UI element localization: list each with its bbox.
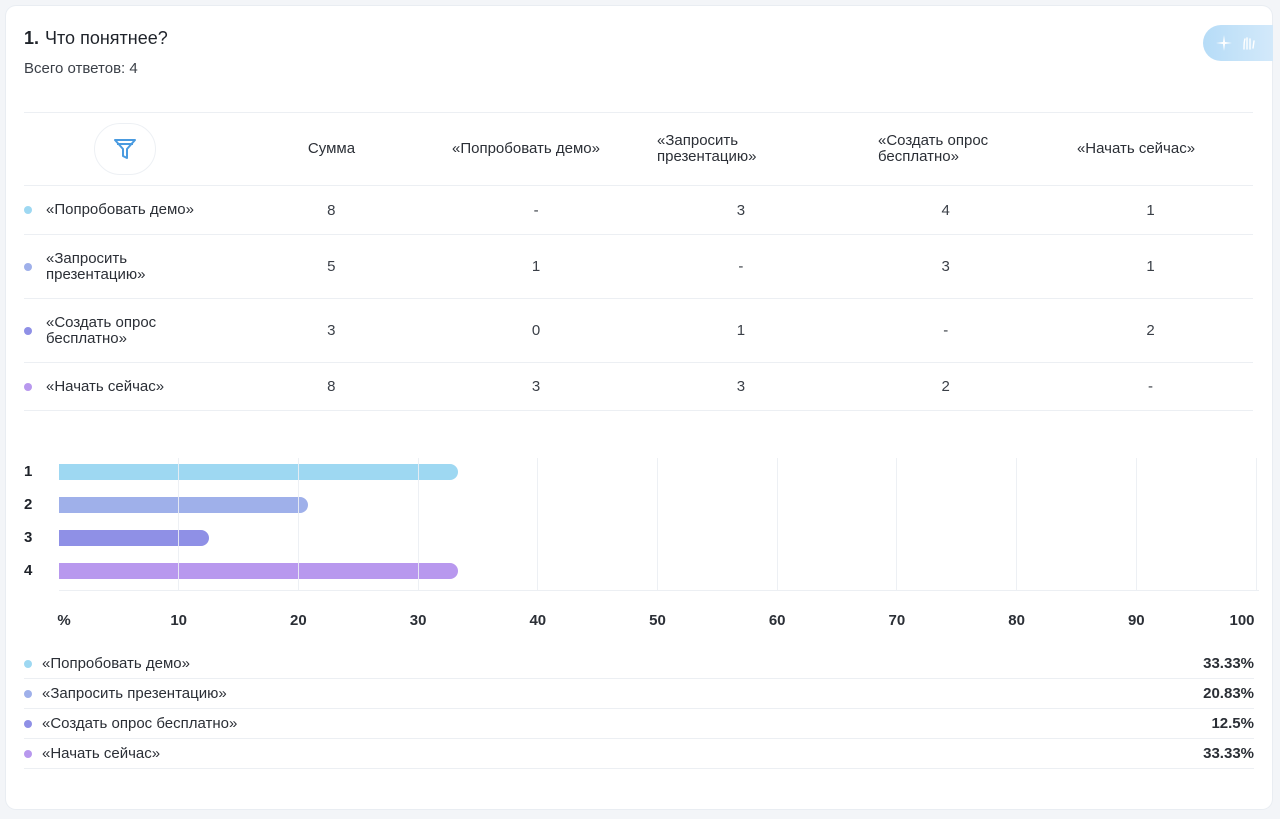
legend-percent: 33.33% — [1203, 745, 1254, 762]
chart-gridline — [776, 458, 778, 590]
matrix-row: «Начать сейчас» 8 3 3 2 - — [24, 362, 1253, 411]
cell-value: 4 — [941, 201, 950, 219]
question-text: Что понятнее? — [45, 28, 168, 48]
cell-value: 1 — [736, 322, 746, 339]
chart-tick-label: 100 — [1229, 612, 1255, 629]
chart-bar[interactable] — [59, 563, 458, 579]
cell-sum: 8 — [327, 378, 336, 395]
chart-tick-label: 50 — [649, 612, 666, 629]
option-dot — [24, 262, 32, 271]
ai-analysis-button[interactable] — [1203, 25, 1273, 61]
chart-tick-label: 10 — [170, 612, 188, 629]
chart-tick-label: 40 — [529, 612, 547, 629]
sparkle-icon — [1216, 35, 1232, 51]
chart-gridline — [896, 458, 898, 590]
option-dot — [24, 206, 32, 214]
legend-dot — [24, 659, 32, 668]
chart-bar[interactable] — [59, 530, 209, 546]
cell-value: 3 — [531, 378, 541, 395]
matrix-row: «Создать опрос бесплатно» 3 0 1 - 2 — [24, 298, 1253, 362]
results-bar-chart: 1 2 3 4% 10 20 30 40 50 60 70 80 90 100 — [24, 458, 1259, 629]
row-label: «Создать опрос бесплатно» — [46, 313, 157, 347]
header-option-1: «Попробовать демо» — [452, 140, 600, 157]
chart-tick-label: 30 — [409, 612, 427, 629]
question-number: 1. — [24, 28, 40, 48]
results-legend: «Попробовать демо» 33.33% «Запросить пре… — [24, 649, 1254, 769]
chart-gridline — [178, 458, 180, 590]
cell-value: 2 — [941, 378, 950, 395]
cell-value: 1 — [531, 258, 541, 275]
answers-matrix: Сумма «Попробовать демо» «Запросить през… — [24, 112, 1253, 411]
header-option-4: «Начать сейчас» — [1076, 140, 1196, 157]
cell-value: 1 — [1146, 201, 1155, 219]
cell-value: 2 — [1146, 322, 1155, 339]
cell-value: - — [1148, 378, 1154, 395]
chart-gridline — [1016, 458, 1018, 590]
option-dot — [24, 382, 32, 391]
legend-dot — [24, 749, 32, 758]
chart-gridline — [1255, 458, 1257, 590]
legend-dot — [24, 689, 32, 698]
legend-dot — [24, 719, 32, 728]
cell-value: 3 — [736, 201, 746, 219]
chart-baseline — [59, 590, 1259, 591]
chart-tick-label: 70 — [888, 612, 906, 629]
chart-gridline — [657, 458, 658, 590]
legend-item: «Создать опрос бесплатно» 12.5% — [24, 709, 1254, 739]
legend-label: «Начать сейчас» — [42, 744, 161, 762]
matrix-row: «Запросить презентацию» 5 1 - 3 1 — [24, 234, 1253, 298]
chart-bar[interactable] — [59, 497, 309, 513]
total-answers: Всего ответов: 4 — [24, 60, 138, 77]
hand-wave-icon — [1243, 37, 1255, 50]
cell-value: 3 — [941, 258, 950, 275]
chart-category-label: 3 — [24, 529, 33, 546]
cell-value: - — [943, 322, 949, 339]
chart-tick-label: 90 — [1127, 612, 1145, 629]
chart-category-label: 2 — [24, 496, 33, 513]
chart-bar[interactable] — [59, 464, 458, 480]
matrix-row: «Попробовать демо» 8 - 3 4 1 — [24, 185, 1253, 234]
legend-label: «Запросить презентацию» — [42, 684, 227, 702]
matrix-header-row: Сумма «Попробовать демо» «Запросить през… — [24, 112, 1253, 185]
chart-category-label: 1 — [24, 463, 33, 480]
cell-value: 0 — [531, 322, 541, 339]
legend-label: «Создать опрос бесплатно» — [42, 714, 238, 732]
legend-percent: 12.5% — [1211, 715, 1254, 732]
chart-gridline — [297, 458, 299, 590]
header-sum: Сумма — [307, 140, 356, 157]
cell-sum: 5 — [327, 258, 336, 275]
legend-item: «Попробовать демо» 33.33% — [24, 649, 1254, 679]
question-title: 1. Что понятнее? — [24, 28, 168, 49]
filter-button[interactable] — [94, 123, 156, 175]
cell-value: - — [738, 258, 744, 275]
legend-percent: 20.83% — [1203, 685, 1254, 702]
legend-percent: 33.33% — [1203, 655, 1254, 672]
chart-tick-label: % — [57, 612, 71, 629]
legend-item: «Запросить презентацию» 20.83% — [24, 679, 1254, 709]
row-label: «Начать сейчас» — [46, 377, 165, 395]
chart-gridline — [1135, 458, 1137, 590]
chart-tick-label: 60 — [768, 612, 786, 629]
row-label: «Запросить презентацию» — [46, 249, 146, 283]
chart-tick-label: 80 — [1008, 612, 1025, 629]
option-dot — [24, 326, 32, 335]
cell-value: 3 — [736, 378, 746, 395]
cell-value: - — [533, 201, 539, 219]
header-option-2: «Запросить презентацию» — [657, 132, 757, 165]
chart-gridline — [537, 458, 539, 590]
question-card: 1. Что понятнее? Всего ответов: 4 Сумма «… — [6, 6, 1273, 809]
cell-sum: 8 — [327, 201, 336, 219]
header-option-3: «Создать опрос бесплатно» — [878, 132, 989, 165]
chart-category-label: 4 — [24, 562, 33, 579]
legend-item: «Начать сейчас» 33.33% — [24, 739, 1254, 769]
chart-gridline — [417, 458, 419, 590]
row-label: «Попробовать демо» — [46, 201, 194, 218]
chart-tick-label: 20 — [290, 612, 307, 629]
cell-sum: 3 — [327, 322, 336, 339]
legend-label: «Попробовать демо» — [42, 654, 190, 672]
filter-icon — [114, 139, 136, 159]
cell-value: 1 — [1146, 258, 1155, 275]
